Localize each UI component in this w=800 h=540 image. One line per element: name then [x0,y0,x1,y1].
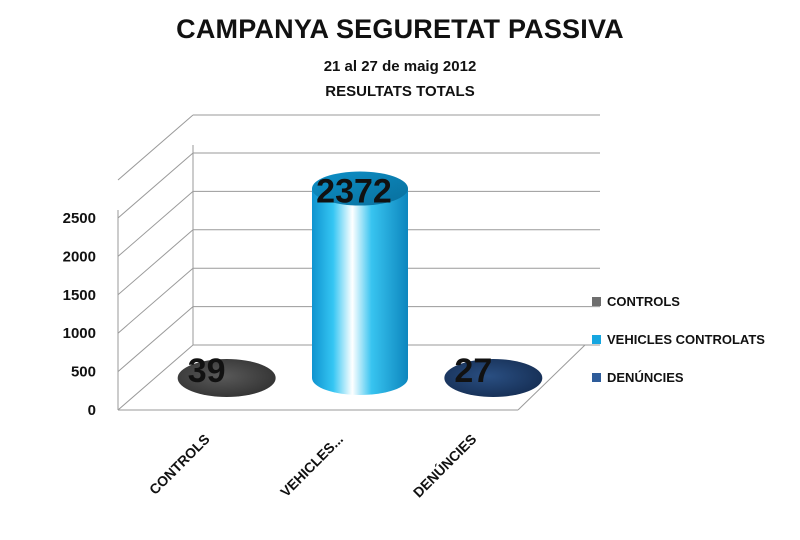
x-tick-label: DENÚNCIES [409,430,479,500]
chart-labels: 39 2372 27 [188,173,492,390]
legend-swatch-controls [592,296,601,306]
data-label-2: 2372 [316,173,392,211]
legend-label-vehicles: VEHICLES CONTROLATS [607,331,765,347]
x-tick-label: VEHICLES... [277,431,346,500]
chart-legend: CONTROLS VEHICLES CONTROLATS DENÚNCIES [592,291,798,405]
legend-label-denuncies: DENÚNCIES [607,369,684,385]
legend-item-controls: CONTROLS [592,291,798,311]
bar-top [177,359,276,397]
legend-swatch-denuncies [592,372,601,382]
side-gridline [117,267,194,334]
y-tick-label: 2500 [63,210,96,227]
y-tick-label: 1000 [63,325,96,342]
y-tick-label: 2000 [63,248,96,265]
chart-subtitle-dates: 21 al 27 de maig 2012 [323,58,477,75]
side-gridline [117,152,194,219]
chart-title: CAMPANYA SEGURETAT PASSIVA [176,14,624,44]
legend-item-vehicles: VEHICLES CONTROLATS [592,329,798,349]
floor-right-edge [517,344,586,411]
data-label-1: 39 [188,352,226,390]
bar-3 [444,359,543,397]
side-gridline [117,191,194,257]
bar-top [444,359,543,397]
y-tick-label: 0 [88,402,96,419]
side-gridline [117,344,194,411]
bar-2 [312,171,408,395]
x-tick-label: CONTROLS [146,431,213,498]
legend-label-controls: CONTROLS [607,293,680,309]
side-gridline [117,229,194,296]
chart-bars [177,171,543,397]
data-label-3: 27 [454,352,492,390]
bar-top [312,171,408,206]
chart-axes: 0 500 1000 1500 2000 2500 CONTROLS VEHICLES... D… [63,210,480,500]
bar-1 [177,359,276,397]
y-tick-label: 1500 [63,287,96,304]
chart-subtitle-totals: RESULTATS TOTALS [325,83,475,100]
bar-body [312,188,408,395]
y-tick-label: 500 [71,364,96,381]
side-gridline [117,114,194,181]
side-gridline [117,306,194,372]
legend-item-denuncies: DENÚNCIES [592,367,798,387]
legend-swatch-vehicles [592,334,601,344]
